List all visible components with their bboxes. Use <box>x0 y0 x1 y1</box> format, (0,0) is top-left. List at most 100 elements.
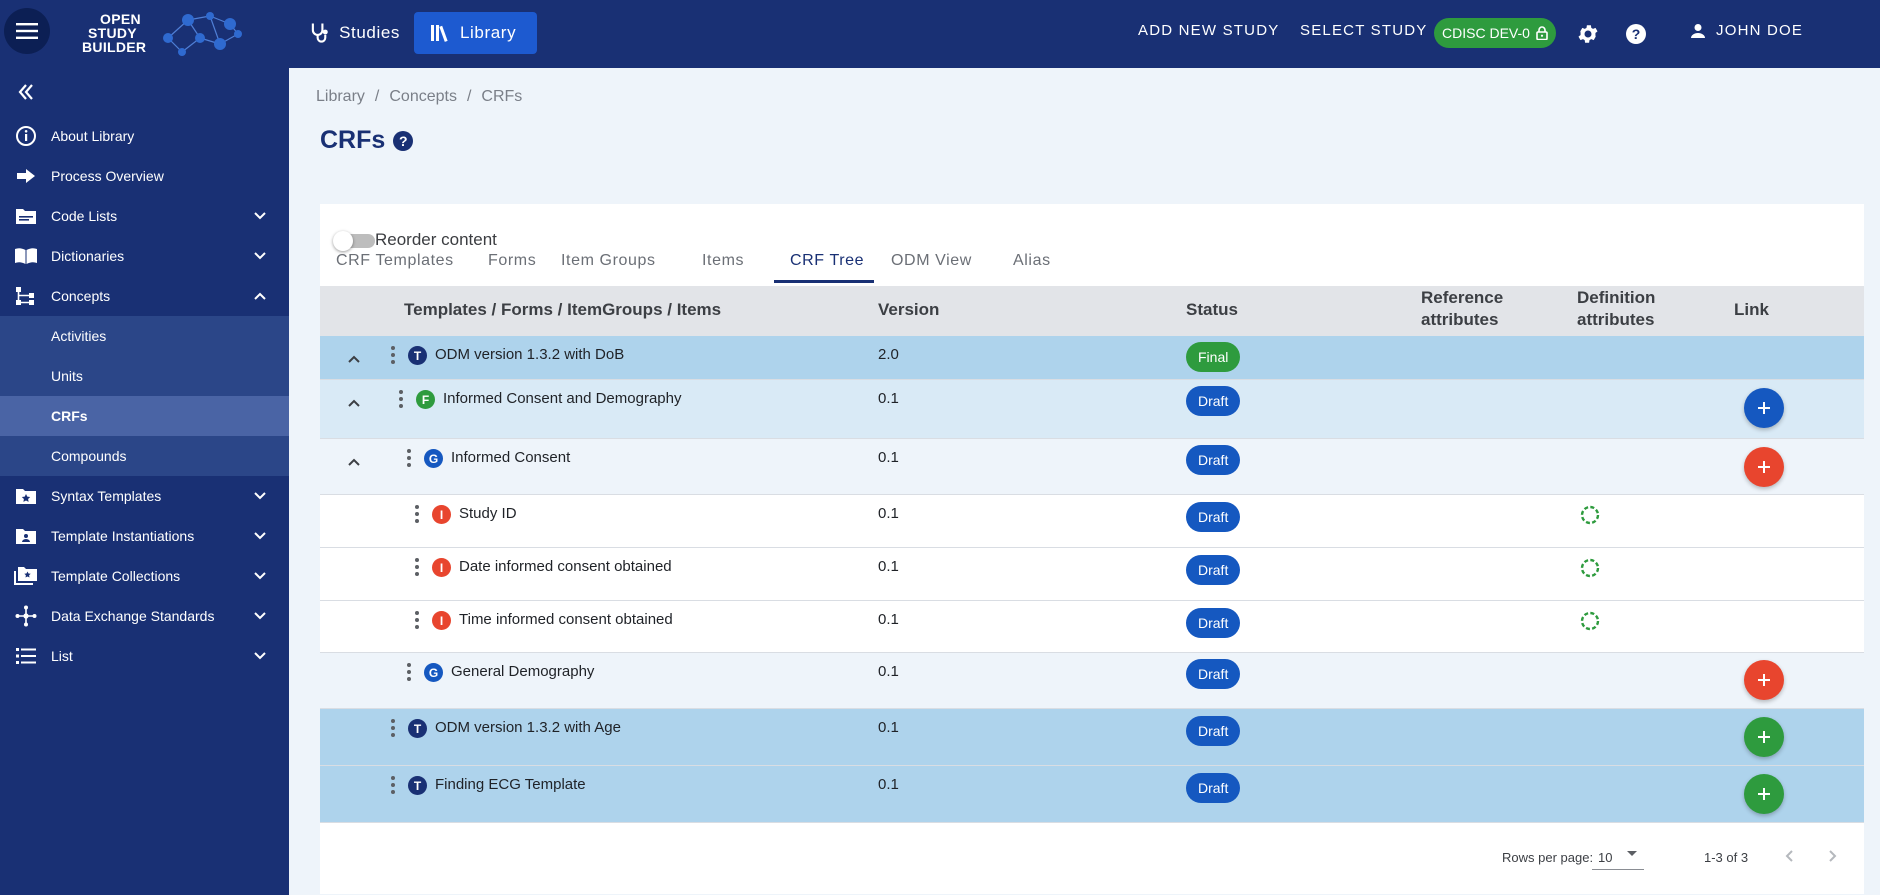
tab-items[interactable]: Items <box>702 252 745 269</box>
add-link-button[interactable] <box>1744 388 1784 428</box>
add-new-study-button[interactable]: ADD NEW STUDY <box>1138 22 1280 39</box>
sidebar-item-label: Template Instantiations <box>51 528 195 544</box>
row-name: Time informed consent obtained <box>459 611 673 628</box>
row-version: 0.1 <box>878 449 899 466</box>
sidebar-item-data-exchange-standards[interactable]: Data Exchange Standards <box>0 596 289 636</box>
library-books-icon <box>431 25 448 42</box>
hamburger-icon <box>16 23 38 39</box>
sidebar-item-units[interactable]: Units <box>0 356 289 396</box>
nav-tab-studies[interactable]: Studies <box>294 12 416 54</box>
sidebar-item-label: CRFs <box>51 408 88 424</box>
column-header-version[interactable]: Version <box>878 300 940 319</box>
collapse-sidebar-button[interactable] <box>14 80 42 104</box>
sidebar-item-about-library[interactable]: About Library <box>0 116 289 156</box>
page-title: CRFs ? <box>320 126 414 155</box>
table-row[interactable]: G General Demography 0.1 Draft <box>320 653 1864 709</box>
table-row[interactable]: I Time informed consent obtained 0.1 Dra… <box>320 601 1864 653</box>
row-actions-menu-icon[interactable] <box>406 663 412 681</box>
definition-progress-icon[interactable] <box>1580 505 1600 525</box>
table-row[interactable]: T ODM version 1.3.2 with Age 0.1 Draft <box>320 709 1864 766</box>
column-header-definition-line1[interactable]: Definition <box>1577 288 1656 307</box>
user-menu-button[interactable]: JOHN DOE <box>1690 22 1803 39</box>
sidebar-item-list[interactable]: List <box>0 636 289 676</box>
table-row[interactable]: G Informed Consent 0.1 Draft <box>320 439 1864 495</box>
nav-tab-library[interactable]: Library <box>414 12 537 54</box>
column-header-link[interactable]: Link <box>1734 300 1769 319</box>
chevron-up-icon[interactable] <box>344 394 364 414</box>
add-link-button[interactable] <box>1744 774 1784 814</box>
folders-icon <box>14 566 38 586</box>
sidebar-item-label: About Library <box>51 128 135 144</box>
row-actions-menu-icon[interactable] <box>390 346 396 364</box>
row-name: Informed Consent and Demography <box>443 390 682 407</box>
crf-tabs: CRF Templates Forms Item Groups Items CR… <box>320 204 1864 286</box>
sidebar-item-code-lists[interactable]: Code Lists <box>0 196 289 236</box>
template-type-badge: T <box>408 346 427 365</box>
sidebar-item-crfs[interactable]: CRFs <box>0 396 289 436</box>
add-link-button[interactable] <box>1744 447 1784 487</box>
row-actions-menu-icon[interactable] <box>406 449 412 467</box>
sidebar-item-process-overview[interactable]: Process Overview <box>0 156 289 196</box>
nav-tab-studies-label: Studies <box>339 23 400 42</box>
tab-forms[interactable]: Forms <box>488 252 537 269</box>
row-actions-menu-icon[interactable] <box>414 611 420 629</box>
rows-per-page-select[interactable]: 10 <box>1592 844 1644 870</box>
tab-crf-tree[interactable]: CRF Tree <box>790 252 865 269</box>
column-header-definition-line2[interactable]: attributes <box>1577 310 1655 329</box>
chevron-up-icon[interactable] <box>344 350 364 370</box>
chevron-left-icon[interactable] <box>1782 848 1798 864</box>
breadcrumb-item-concepts[interactable]: Concepts <box>389 88 457 105</box>
row-actions-menu-icon[interactable] <box>390 776 396 794</box>
nav-tab-library-label: Library <box>460 23 517 42</box>
chevron-right-icon[interactable] <box>1824 848 1840 864</box>
sidebar-item-activities[interactable]: Activities <box>0 316 289 356</box>
page-title-text: CRFs <box>320 126 386 154</box>
sidebar-item-syntax-templates[interactable]: Syntax Templates <box>0 476 289 516</box>
table-row[interactable]: T Finding ECG Template 0.1 Draft <box>320 766 1864 823</box>
gear-icon <box>1578 25 1598 43</box>
sidebar-item-template-instantiations[interactable]: Template Instantiations <box>0 516 289 556</box>
table-row[interactable]: I Date informed consent obtained 0.1 Dra… <box>320 548 1864 601</box>
status-badge: Draft <box>1186 386 1241 416</box>
settings-gear-button[interactable] <box>1574 20 1602 48</box>
sidebar-item-dictionaries[interactable]: Dictionaries <box>0 236 289 276</box>
plus-icon <box>1758 788 1770 800</box>
reorder-content-toggle[interactable] <box>333 231 375 251</box>
column-header-reference-line1[interactable]: Reference <box>1421 288 1504 307</box>
select-study-button[interactable]: SELECT STUDY <box>1300 22 1428 39</box>
environment-badge[interactable]: CDISC DEV-0 <box>1434 18 1556 48</box>
tab-item-groups[interactable]: Item Groups <box>561 252 656 269</box>
row-name: ODM version 1.3.2 with Age <box>435 719 621 736</box>
column-header-reference-line2[interactable]: attributes <box>1421 310 1499 329</box>
sidebar-item-concepts[interactable]: Concepts <box>0 276 289 316</box>
chevron-up-icon[interactable] <box>344 453 364 473</box>
definition-progress-icon[interactable] <box>1580 611 1600 631</box>
chevron-down-icon <box>254 492 266 500</box>
breadcrumb-item-library[interactable]: Library <box>316 88 365 105</box>
hamburger-menu-button[interactable] <box>4 8 50 54</box>
row-actions-menu-icon[interactable] <box>390 719 396 737</box>
help-button[interactable]: ? <box>1622 20 1650 48</box>
openstudybuilder-logo[interactable]: OPEN STUDY BUILDER <box>78 8 258 58</box>
table-row[interactable]: I Study ID 0.1 Draft <box>320 495 1864 548</box>
sidebar: About Library Process Overview Code List… <box>0 68 289 895</box>
row-actions-menu-icon[interactable] <box>398 390 404 408</box>
help-question-icon[interactable]: ? <box>393 130 414 151</box>
tab-crf-templates[interactable]: CRF Templates <box>336 252 454 269</box>
folder-icon <box>14 206 38 226</box>
table-row[interactable]: F Informed Consent and Demography 0.1 Dr… <box>320 380 1864 439</box>
column-header-name[interactable]: Templates / Forms / ItemGroups / Items <box>404 300 722 319</box>
sidebar-item-compounds[interactable]: Compounds <box>0 436 289 476</box>
row-actions-menu-icon[interactable] <box>414 558 420 576</box>
column-header-status[interactable]: Status <box>1186 300 1238 319</box>
tab-alias[interactable]: Alias <box>1013 252 1051 269</box>
sidebar-item-template-collections[interactable]: Template Collections <box>0 556 289 596</box>
definition-progress-icon[interactable] <box>1580 558 1600 578</box>
sidebar-item-label: Concepts <box>51 288 111 304</box>
add-link-button[interactable] <box>1744 717 1784 757</box>
sidebar-item-label: Compounds <box>51 448 127 464</box>
add-link-button[interactable] <box>1744 660 1784 700</box>
table-row[interactable]: T ODM version 1.3.2 with DoB 2.0 Final <box>320 336 1864 380</box>
row-actions-menu-icon[interactable] <box>414 505 420 523</box>
tab-odm-view[interactable]: ODM View <box>891 252 972 269</box>
